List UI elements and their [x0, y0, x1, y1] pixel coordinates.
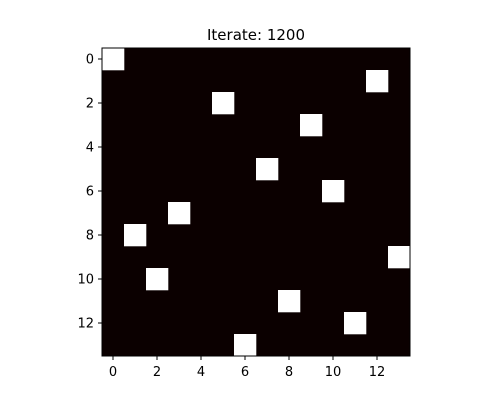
x-tick-label: 10: [325, 365, 342, 380]
heatmap-cell: [146, 268, 169, 291]
heatmap-cell: [168, 202, 191, 225]
heatmap-cell: [300, 114, 323, 137]
heatmap-cell: [322, 180, 345, 203]
heatmap-cell: [212, 92, 235, 115]
x-tick-label: 4: [197, 365, 205, 380]
y-tick-label: 6: [86, 185, 94, 200]
plot-area: [101, 47, 411, 357]
x-tick-label: 6: [241, 365, 249, 380]
y-tick-label: 4: [86, 141, 94, 156]
heatmap-cell: [344, 312, 367, 335]
y-tick-label: 10: [77, 273, 94, 288]
heatmap-cell: [234, 334, 257, 357]
y-axis: 0 2 4 6 8 10 12: [77, 53, 102, 332]
x-tick-label: 2: [153, 365, 161, 380]
heatmap-cell: [366, 70, 389, 93]
x-tick-label: 8: [285, 365, 293, 380]
heatmap-cell: [102, 48, 125, 71]
heatmap-cell: [388, 246, 411, 269]
x-axis: 0 2 4 6 8 10 12: [109, 356, 385, 380]
heatmap-cell: [278, 290, 301, 313]
heatmap-cell: [256, 158, 279, 181]
plot-frame: [101, 47, 411, 357]
chart-title: Iterate: 1200: [207, 26, 305, 44]
y-tick-label: 12: [77, 317, 94, 332]
y-tick-label: 8: [86, 229, 94, 244]
y-tick-label: 0: [86, 53, 94, 68]
heatmap-background: [102, 48, 410, 356]
y-tick-label: 2: [86, 97, 94, 112]
x-tick-label: 0: [109, 365, 117, 380]
x-tick-label: 12: [369, 365, 386, 380]
heatmap-cell: [124, 224, 147, 247]
